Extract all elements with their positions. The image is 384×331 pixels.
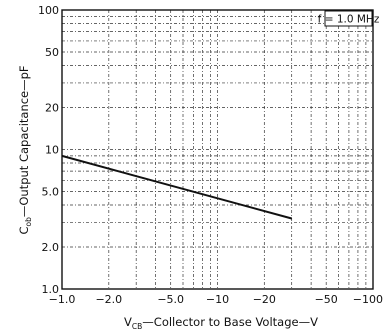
y-tick-label: 10	[45, 144, 59, 157]
annotation-box	[324, 10, 373, 27]
x-tick-label: −2.0	[95, 293, 122, 306]
x-axis-prefix: V	[124, 315, 132, 329]
plot-frame	[61, 9, 374, 290]
y-axis-text: —Output Capacitance—pF	[17, 65, 31, 217]
x-tick-label: −100	[353, 293, 383, 306]
y-tick-label: 100	[38, 4, 59, 17]
x-axis-subscript: CB	[132, 322, 142, 331]
y-tick-labels: 1.0 2.0 5.0 10 20 50 100	[38, 4, 59, 296]
y-tick-label: 1.0	[42, 283, 60, 296]
y-axis-subscript: ob	[24, 217, 33, 227]
x-tick-labels: −1.0 −2.0 −5.0 −10 −20 −50 −100	[49, 293, 383, 306]
annotation-text: f = 1.0 MHz	[318, 14, 380, 26]
x-tick-label: −50	[315, 293, 338, 306]
frequency-annotation: f = 1.0 MHz	[318, 10, 380, 27]
capacitance-curve	[61, 154, 292, 220]
x-tick-label: −5.0	[157, 293, 184, 306]
series-layer	[61, 154, 292, 220]
y-tick-label: 20	[45, 102, 59, 115]
y-tick-label: 2.0	[42, 241, 60, 254]
x-tick-label: −20	[253, 293, 276, 306]
x-tick-label: −10	[206, 293, 229, 306]
y-axis-prefix: C	[17, 227, 31, 235]
x-axis-title: VCB—Collector to Base Voltage—V	[124, 315, 318, 331]
x-axis-text: —Collector to Base Voltage—V	[142, 315, 318, 329]
x-tick-label: −1.0	[49, 293, 76, 306]
y-tick-label: 5.0	[42, 185, 60, 198]
grid-lines	[62, 10, 373, 289]
y-tick-label: 50	[45, 46, 59, 59]
y-axis-title: Cob—Output Capacitance—pF	[17, 65, 33, 234]
